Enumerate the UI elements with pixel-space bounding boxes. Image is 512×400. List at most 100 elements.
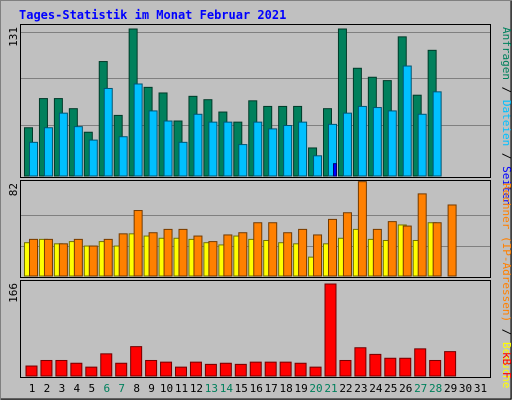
bar-rechner-day-20 (313, 234, 323, 277)
x-tick-label-day-6: 6 (103, 382, 110, 395)
bar-dateien-day-23 (357, 105, 367, 177)
bar-rechner-day-27 (417, 193, 427, 277)
bar-rechner-day-24 (372, 228, 382, 277)
bar-rechner-day-29 (447, 204, 457, 277)
bar-kbytes-day-28 (429, 359, 442, 377)
bar-rechner-day-6 (103, 238, 113, 277)
bar-rechner-day-21 (328, 218, 337, 277)
bar-dateien-day-6 (103, 87, 113, 177)
bar-dateien-day-7 (118, 136, 128, 177)
bar-rechner-day-7 (118, 233, 128, 277)
bar-dateien-day-27 (417, 113, 427, 177)
x-tick-label-day-26: 26 (399, 382, 412, 395)
bar-rechner-day-25 (387, 221, 397, 277)
x-tick-label-day-27: 27 (414, 382, 427, 395)
x-tick-label-day-21: 21 (324, 382, 337, 395)
x-tick-label-day-4: 4 (74, 382, 81, 395)
panel-sites-ymax-label: 82 (7, 183, 20, 196)
legend-besuche: Besuche (500, 342, 512, 388)
bar-dateien-day-16 (253, 121, 263, 177)
bar-kbytes-day-5 (85, 366, 98, 377)
bar-rechner-day-4 (73, 238, 83, 277)
bar-kbytes-day-15 (234, 363, 247, 377)
bar-rechner-day-10 (163, 228, 173, 277)
x-tick-label-day-13: 13 (205, 382, 218, 395)
bar-dateien-day-12 (193, 113, 203, 177)
bar-dateien-day-25 (387, 110, 397, 177)
x-tick-label-day-20: 20 (309, 382, 322, 395)
bar-dateien-day-4 (73, 126, 83, 177)
bar-kbytes-day-11 (175, 366, 187, 377)
bar-dateien-day-9 (148, 110, 158, 177)
bar-kbytes-day-3 (55, 359, 68, 377)
x-tick-label-day-19: 19 (294, 382, 307, 395)
chart-title: Tages-Statistik im Monat Februar 2021 (19, 8, 286, 22)
bar-dateien-day-15 (238, 144, 248, 177)
bar-dateien-day-14 (223, 121, 233, 177)
panel-hits-ymax-label: 131 (7, 27, 20, 47)
x-tick-label-day-28: 28 (429, 382, 442, 395)
bar-kbytes-day-24 (369, 353, 382, 377)
legend-seiten: Seiten (500, 166, 512, 206)
legend-sep-2: / (500, 146, 512, 166)
bar-dateien-day-17 (268, 128, 278, 177)
legend-rechner: Rechner (IP-Adressen) (500, 183, 512, 322)
bar-rechner-day-5 (88, 245, 98, 277)
bar-rechner-day-11 (178, 228, 188, 277)
bar-dateien-day-21 (328, 123, 337, 177)
bar-dateien-day-8 (133, 83, 143, 177)
bar-rechner-day-14 (223, 234, 233, 277)
bar-dateien-day-13 (208, 121, 218, 177)
bar-kbytes-day-17 (264, 361, 277, 377)
bar-kbytes-day-10 (160, 361, 173, 377)
bar-kbytes-day-19 (294, 362, 307, 377)
bar-dateien-day-28 (432, 91, 442, 177)
x-tick-label-day-18: 18 (280, 382, 293, 395)
bar-kbytes-day-8 (130, 346, 143, 377)
bar-dateien-day-3 (58, 112, 68, 177)
x-tick-label-day-29: 29 (444, 382, 457, 395)
panel-hits-frame (20, 24, 491, 178)
bar-rechner-day-22 (342, 212, 352, 277)
legend-dateien: Dateien (500, 100, 512, 146)
bar-rechner-day-3 (58, 243, 68, 277)
legend-hits: Anfragen / Dateien / Seiten (500, 27, 512, 206)
bar-rechner-day-19 (298, 228, 308, 277)
x-tick-label-day-12: 12 (190, 382, 203, 395)
bar-rechner-day-18 (283, 232, 293, 277)
x-tick-label-day-2: 2 (44, 382, 51, 395)
bar-dateien-day-20 (313, 155, 323, 177)
bar-kbytes-day-18 (279, 361, 292, 377)
bar-kbytes-day-26 (399, 357, 412, 377)
x-tick-label-day-11: 11 (175, 382, 188, 395)
bar-kbytes-day-16 (249, 361, 262, 377)
bar-kbytes-day-27 (414, 348, 427, 377)
bar-rechner-day-16 (253, 222, 263, 277)
legend-sites: Rechner (IP-Adressen) / Besuche (500, 183, 512, 388)
bar-rechner-day-23 (357, 181, 367, 277)
x-tick-label-day-15: 15 (235, 382, 248, 395)
bar-kbytes-day-22 (339, 359, 352, 377)
x-tick-label-day-5: 5 (88, 382, 95, 395)
x-tick-label-day-31: 31 (474, 382, 487, 395)
bar-dateien-day-24 (372, 107, 382, 177)
bar-kbytes-day-6 (100, 353, 113, 377)
legend-sep-1: / (500, 80, 512, 100)
bar-dateien-day-1 (29, 141, 38, 177)
bar-rechner-day-15 (238, 232, 248, 277)
bar-kbytes-day-12 (189, 361, 202, 377)
bar-kbytes-day-29 (444, 351, 457, 377)
x-tick-label-day-30: 30 (459, 382, 472, 395)
x-tick-label-day-14: 14 (220, 382, 234, 395)
x-tick-label-day-10: 10 (160, 382, 173, 395)
bar-kbytes-day-1 (25, 365, 38, 377)
panel-sites-frame (20, 180, 491, 278)
bar-rechner-day-28 (432, 222, 442, 277)
bar-rechner-day-12 (193, 235, 203, 277)
x-tick-label-day-22: 22 (339, 382, 352, 395)
bar-kbytes-day-13 (204, 363, 217, 377)
bar-dateien-day-10 (163, 120, 173, 177)
panel-kbytes-frame (20, 280, 491, 378)
x-tick-label-day-3: 3 (59, 382, 66, 395)
